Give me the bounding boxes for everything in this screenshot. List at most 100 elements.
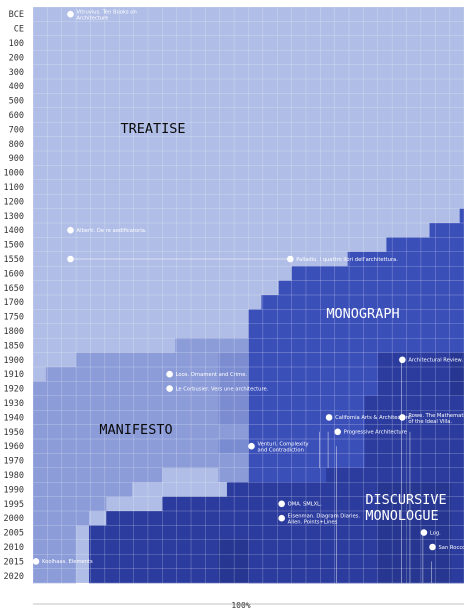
manifesto-cell — [33, 395, 249, 411]
manifesto-cell — [33, 511, 90, 526]
region-label: MONOGRAPH — [326, 306, 399, 322]
discursive-cell — [89, 539, 464, 555]
monograph-cell — [248, 338, 464, 353]
y-tick-label: 1200 — [4, 197, 24, 207]
y-tick-label: BCE — [9, 10, 24, 20]
annotation-dot — [32, 558, 40, 565]
y-tick-label: 300 — [9, 68, 24, 78]
annotation-label: San Rocco. — [439, 545, 468, 551]
discursive-cell — [364, 439, 464, 454]
y-tick-label: 1900 — [4, 356, 24, 366]
y-axis-ticks: BCE CE 100 200 300 400 500 600 700 800 900 1000 1100… — [4, 10, 24, 582]
y-tick-label: 1000 — [4, 169, 24, 179]
monograph-cell — [386, 237, 464, 253]
monograph-cell — [261, 295, 464, 310]
annotation-dot — [399, 414, 406, 421]
discursive-cell — [326, 467, 464, 483]
manifesto-cell — [33, 453, 219, 469]
annotation-label: Le Corbusier. Vers une architecture. — [176, 386, 269, 392]
annotation-dot — [248, 442, 255, 450]
shade-cell — [218, 439, 249, 483]
region-label: DISCURSIVE — [365, 492, 446, 508]
y-tick-label: 1960 — [4, 442, 24, 452]
y-tick-label: 1750 — [4, 313, 24, 323]
annotation-label: Loos. Ornament and Crime. — [176, 372, 248, 378]
y-tick-label: 900 — [9, 154, 24, 164]
annotation-dot — [399, 356, 406, 364]
annotation-dot — [166, 370, 173, 378]
discursive-cell — [89, 525, 464, 541]
annotation-label: California Arts & Architecture. — [335, 415, 413, 421]
y-tick-label: 1600 — [4, 269, 24, 279]
annotation-dot — [67, 226, 74, 234]
monograph-cell — [347, 251, 464, 267]
manifesto-cell — [45, 367, 249, 382]
annotation-label: Palladio. I quattro libri dell'architett… — [296, 257, 398, 263]
x-axis: 100% — [33, 601, 464, 610]
manifesto-cell — [33, 496, 107, 512]
y-tick-label: 800 — [9, 140, 24, 150]
manifesto-cell — [33, 525, 77, 541]
y-tick-label: 1930 — [4, 399, 24, 409]
annotation-dot — [325, 414, 333, 421]
y-tick-label: 1800 — [4, 327, 24, 337]
manifesto-cell — [33, 482, 133, 497]
y-tick-label: 2000 — [4, 514, 24, 524]
y-tick-label: 1100 — [4, 183, 24, 193]
y-tick-label: 1920 — [4, 385, 24, 395]
monograph-cell — [429, 223, 464, 238]
monograph-cell — [248, 309, 464, 325]
annotation-label: Vitruvius. Ten Books on — [76, 10, 136, 16]
y-tick-label: 400 — [9, 82, 24, 92]
annotation-dot — [420, 529, 428, 536]
y-tick-label: 1980 — [4, 471, 24, 481]
shade-cell — [218, 352, 249, 454]
annotation-label: Venturi. Complexity — [258, 442, 309, 448]
annotation-dot — [286, 255, 294, 263]
annotation-label: Log. — [430, 530, 441, 536]
annotation-dot — [429, 543, 436, 551]
y-tick-label: 1950 — [4, 428, 24, 438]
shade-cell — [451, 352, 464, 396]
discursive-cell — [89, 568, 464, 584]
y-tick-label: 1970 — [4, 457, 24, 467]
manifesto-cell — [175, 338, 249, 353]
annotation-label: Allen. Points+Lines — [288, 520, 338, 526]
annotation-label: OMA. SMLXL. — [288, 502, 322, 508]
annotation-label: Rowe. The Mathematics — [408, 413, 469, 419]
shade-cell — [218, 539, 249, 583]
chart-grid — [32, 6, 465, 584]
discursive-cell — [364, 424, 464, 440]
monograph-cell — [248, 323, 464, 339]
manifesto-cell — [33, 467, 163, 483]
y-tick-label: 1300 — [4, 212, 24, 222]
monograph-cell — [459, 208, 464, 224]
manifesto-cell — [33, 554, 77, 569]
y-tick-label: 2005 — [4, 529, 24, 539]
y-tick-label: 1400 — [4, 226, 24, 236]
manifesto-cell — [33, 568, 77, 584]
annotation-dot — [334, 428, 342, 436]
manifesto-cell — [33, 381, 249, 397]
discursive-cell — [364, 410, 464, 425]
annotation-label: and Contradiction — [258, 448, 304, 454]
y-tick-label: 1650 — [4, 284, 24, 294]
y-tick-label: 1550 — [4, 255, 24, 265]
manifesto-cell — [33, 424, 219, 440]
annotation-label: Architecture — [76, 16, 108, 22]
discursive-cell — [106, 511, 465, 526]
y-tick-label: 1995 — [4, 500, 24, 510]
annotation-dot — [278, 500, 285, 508]
manifesto-cell — [33, 439, 219, 454]
annotation-label: Eisenman. Diagram Diaries. — [288, 514, 361, 520]
manifesto-cell — [33, 410, 249, 425]
y-tick-label: 2010 — [4, 543, 24, 553]
y-tick-label: 2015 — [4, 557, 24, 567]
x-axis-label: 100% — [231, 601, 250, 610]
y-tick-label: CE — [14, 25, 24, 35]
y-tick-label: 1990 — [4, 485, 24, 495]
annotation-dot — [166, 385, 173, 392]
shade-cell — [377, 482, 452, 583]
region-labels: TREATISE MONOGRAPH MANIFESTO DISCURSIVEMONO… — [99, 121, 446, 524]
discursive-cell — [364, 453, 464, 469]
